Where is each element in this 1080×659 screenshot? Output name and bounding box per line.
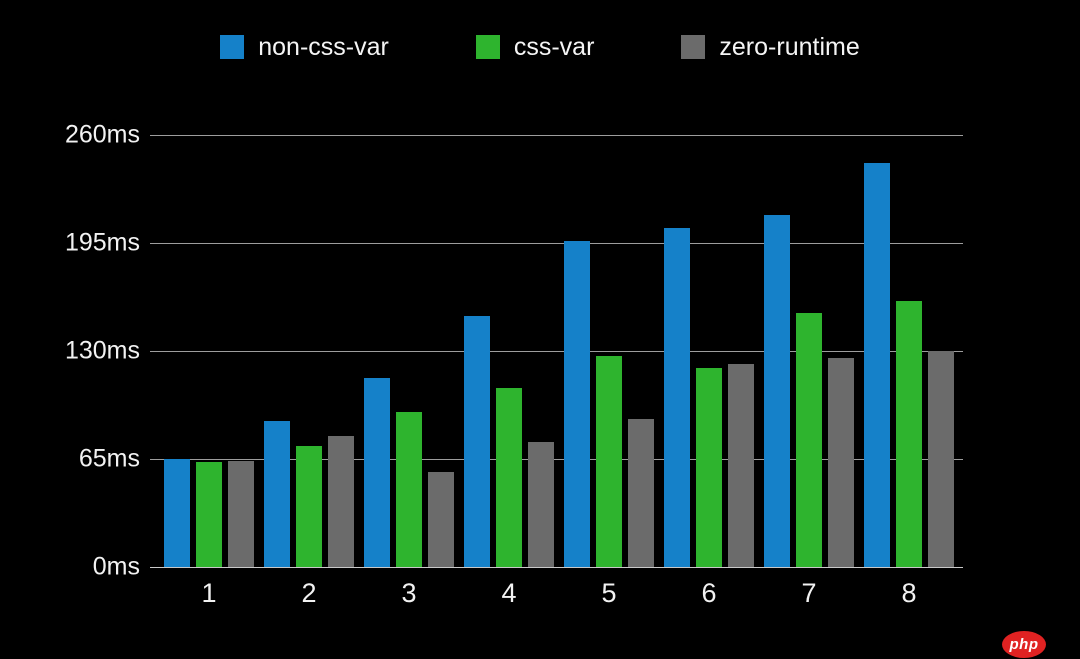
legend-label-zero-runtime: zero-runtime	[719, 33, 860, 61]
bar-non-css-var-group-5	[564, 241, 590, 567]
legend-swatch-css-var-icon	[475, 35, 500, 59]
legend-item-non-css-var: non-css-var	[220, 33, 389, 61]
bar-non-css-var-group-1	[164, 459, 190, 567]
y-axis-tick-label: 130ms	[64, 336, 140, 365]
y-axis-tick-label: 260ms	[64, 120, 140, 149]
x-axis-tick-label: 3	[401, 578, 417, 608]
bar-css-var-group-1	[196, 462, 222, 567]
bar-zero-runtime-group-8	[928, 351, 954, 567]
bar-css-var-group-4	[496, 387, 522, 567]
y-axis-tick-label: 195ms	[64, 228, 140, 257]
gridline-65ms	[150, 459, 963, 460]
x-axis-tick-label: 8	[901, 578, 917, 608]
gridline-0ms	[150, 567, 963, 568]
bar-non-css-var-group-2	[264, 420, 290, 567]
x-axis-tick-label: 5	[601, 578, 617, 608]
y-axis-tick-label: 0ms	[92, 552, 140, 581]
bar-zero-runtime-group-1	[228, 460, 254, 567]
bar-zero-runtime-group-7	[828, 357, 854, 567]
bar-zero-runtime-group-5	[628, 419, 654, 567]
x-axis-tick-label: 6	[701, 578, 717, 608]
gridline-130ms	[150, 351, 963, 352]
bar-non-css-var-group-3	[364, 377, 390, 567]
legend-swatch-non-css-var-icon	[220, 35, 245, 59]
gridline-260ms	[150, 135, 963, 136]
legend-swatch-zero-runtime-icon	[681, 35, 706, 59]
bar-zero-runtime-group-2	[328, 435, 354, 567]
x-axis-tick-label: 2	[301, 578, 317, 608]
y-axis-tick-label: 65ms	[78, 444, 140, 473]
plot-area: 0ms 65ms 130ms 195ms 260ms 1 2 3 4 5 6 7 8	[65, 122, 963, 608]
legend-label-non-css-var: non-css-var	[258, 33, 389, 61]
x-axis-tick-label: 1	[201, 578, 217, 608]
x-axis-tick-label: 7	[801, 578, 817, 608]
legend-item-css-var: css-var	[475, 33, 595, 61]
bar-non-css-var-group-7	[764, 214, 790, 567]
gridline-195ms	[150, 243, 963, 244]
chart-legend: non-css-var css-var zero-runtime	[0, 33, 1080, 61]
bar-zero-runtime-group-3	[428, 472, 454, 567]
bar-css-var-group-6	[696, 367, 722, 567]
legend-item-zero-runtime: zero-runtime	[681, 33, 860, 61]
bar-non-css-var-group-4	[464, 316, 490, 567]
bar-css-var-group-3	[396, 412, 422, 567]
php-watermark-logo: php	[1002, 631, 1046, 658]
bar-css-var-group-5	[596, 356, 622, 567]
bar-zero-runtime-group-6	[728, 364, 754, 567]
bar-css-var-group-8	[896, 301, 922, 567]
bar-non-css-var-group-6	[664, 228, 690, 567]
legend-label-css-var: css-var	[513, 33, 595, 61]
x-axis-tick-label: 4	[501, 578, 517, 608]
bar-non-css-var-group-8	[864, 163, 890, 567]
bar-css-var-group-2	[296, 445, 322, 567]
bar-css-var-group-7	[796, 312, 822, 567]
bar-zero-runtime-group-4	[528, 442, 554, 567]
